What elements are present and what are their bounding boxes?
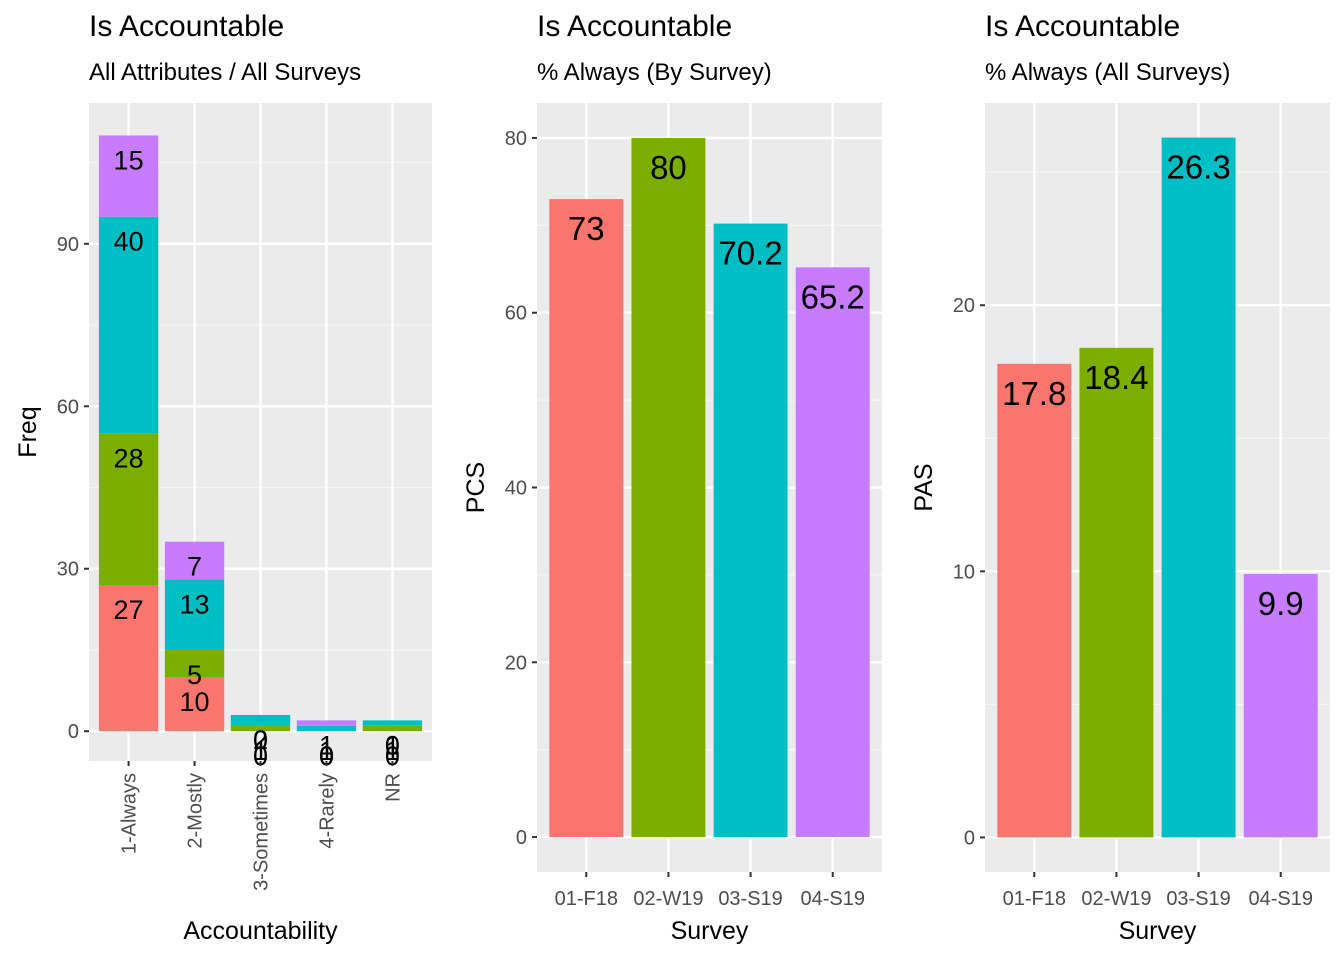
x-tick-label: 01-F18 [555, 888, 618, 910]
bar [1079, 347, 1154, 838]
x-tick-label: 03-S19 [1166, 888, 1231, 910]
data-label: 0 [385, 730, 400, 760]
pcs-bar-chart: 0 20 40 60 80 73 80 70.2 65.2 01-F18 02-W19 03-S19 0… [462, 103, 882, 945]
data-label: 80 [650, 149, 687, 186]
x-tick-label: 4-Rarely [316, 773, 338, 849]
y-tick-label: 40 [505, 478, 527, 500]
bar [795, 267, 870, 838]
y-tick-label: 20 [953, 295, 975, 317]
bar-segment [362, 720, 423, 726]
bar-segment [296, 720, 357, 726]
bar [1243, 573, 1318, 838]
pas-bar-chart: 0 10 20 17.8 18.4 26.3 9.9 01-F18 02-W19 03-S19 04… [910, 103, 1330, 945]
bar-segment [362, 725, 423, 732]
y-tick-label: 0 [964, 827, 975, 849]
y-tick-label: 60 [57, 396, 79, 418]
x-tick-label: 03-S19 [718, 888, 783, 910]
data-label: 10 [180, 687, 210, 717]
y-axis-title: PAS [910, 463, 938, 511]
bar [997, 363, 1072, 838]
x-axis-title: Accountability [183, 917, 338, 945]
y-tick-label: 20 [505, 652, 527, 674]
data-label: 2 [253, 725, 268, 755]
data-label: 13 [180, 590, 210, 620]
x-tick-label: 02-W19 [633, 888, 703, 910]
data-label: 40 [114, 227, 144, 257]
y-axis-title: Freq [14, 406, 42, 457]
data-label: 1 [253, 736, 268, 766]
chart-title: Is Accountable [89, 10, 285, 43]
data-label: 0 [253, 741, 268, 771]
data-label: 70.2 [718, 235, 782, 272]
x-axis-title: Survey [1119, 917, 1197, 945]
data-label: 0 [319, 741, 334, 771]
bar-segment [98, 216, 159, 434]
data-label: 65.2 [801, 278, 865, 315]
y-tick-label: 90 [57, 234, 79, 256]
y-tick-label: 0 [68, 721, 79, 743]
data-label: 17.8 [1002, 375, 1066, 412]
chart-panel-pcs: Is Accountable % Always (By Survey) [448, 0, 896, 960]
data-label: 0 [253, 725, 268, 755]
data-label: 15 [114, 145, 144, 175]
data-label: 0 [319, 741, 334, 771]
x-tick-label: 1-Always [119, 773, 141, 854]
chart-title: Is Accountable [985, 10, 1181, 43]
data-label: 26.3 [1166, 149, 1230, 186]
data-label: 7 [187, 552, 202, 582]
chart-title: Is Accountable [537, 10, 733, 43]
x-tick-label: 2-Mostly [185, 773, 207, 849]
x-axis-title: Survey [671, 917, 749, 945]
x-tick-label: 02-W19 [1081, 888, 1151, 910]
data-label: 27 [114, 595, 144, 625]
y-tick-label: 30 [57, 559, 79, 581]
data-label: 0 [385, 741, 400, 771]
chart-subtitle: % Always (By Survey) [537, 59, 772, 86]
data-label: 18.4 [1084, 359, 1148, 396]
bar [1161, 137, 1236, 838]
data-label: 1 [385, 736, 400, 766]
chart-subtitle: % Always (All Surveys) [985, 59, 1231, 86]
bar-segment [164, 579, 225, 650]
chart-panel-freq: Is Accountable All Attributes / All Surv… [0, 0, 448, 960]
y-tick-label: 60 [505, 303, 527, 325]
bar-segment [164, 649, 225, 678]
data-label: 1 [319, 736, 334, 766]
bar [713, 223, 788, 838]
x-tick-label: 01-F18 [1003, 888, 1066, 910]
bar-segment [98, 584, 159, 732]
bar-segment [164, 677, 225, 732]
bar-segment [98, 135, 159, 217]
x-tick-label: 04-S19 [800, 888, 865, 910]
bar [549, 199, 624, 838]
data-label: 73 [568, 210, 605, 247]
y-tick-label: 10 [953, 561, 975, 583]
bar-segment [230, 714, 291, 726]
y-axis-title: PCS [462, 462, 490, 513]
chart-panel-pas: Is Accountable % Always (All Surveys) [896, 0, 1344, 960]
x-tick-label: NR [382, 773, 404, 802]
y-tick-label: 80 [505, 128, 527, 150]
data-label: 9.9 [1258, 585, 1304, 622]
bar-segment [164, 541, 225, 580]
y-tick-label: 0 [516, 827, 527, 849]
data-label: 5 [187, 660, 202, 690]
x-tick-label: 3-Sometimes [251, 773, 273, 891]
data-label: 28 [114, 443, 144, 473]
bar-segment [296, 725, 357, 732]
bar [631, 137, 706, 838]
data-label: 1 [319, 730, 334, 760]
x-tick-label: 04-S19 [1248, 888, 1313, 910]
bar-segment [98, 433, 159, 585]
chart-subtitle: All Attributes / All Surveys [89, 59, 362, 86]
data-label: 1 [385, 730, 400, 760]
bar-segment [230, 725, 291, 732]
